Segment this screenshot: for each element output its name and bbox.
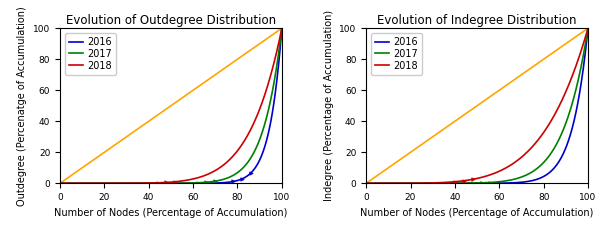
2016 bbox=[56, 182, 64, 185]
2017 bbox=[56, 182, 64, 185]
2016 bbox=[229, 180, 236, 183]
2017 bbox=[233, 172, 241, 174]
2016 bbox=[460, 182, 467, 185]
2018 bbox=[229, 155, 236, 157]
2018 bbox=[56, 182, 64, 185]
2018 bbox=[385, 182, 392, 185]
2018 bbox=[362, 182, 370, 185]
Line: 2016: 2016 bbox=[60, 28, 282, 183]
2017 bbox=[385, 182, 392, 185]
Line: 2018: 2018 bbox=[366, 28, 588, 183]
2017 bbox=[146, 182, 154, 185]
Line: 2016: 2016 bbox=[366, 28, 588, 183]
2017 bbox=[362, 182, 370, 185]
2018 bbox=[209, 171, 216, 173]
X-axis label: Number of Nodes (Percentage of Accumulation): Number of Nodes (Percentage of Accumulat… bbox=[361, 208, 594, 218]
2018 bbox=[584, 27, 592, 30]
2017 bbox=[539, 162, 547, 164]
2017 bbox=[278, 27, 286, 30]
2018 bbox=[233, 150, 241, 153]
2016 bbox=[536, 177, 543, 180]
Line: 2018: 2018 bbox=[60, 28, 282, 183]
Y-axis label: Indegree (Percentage of Accumulation): Indegree (Percentage of Accumulation) bbox=[323, 10, 334, 201]
2018 bbox=[515, 158, 522, 161]
Legend: 2016, 2017, 2018: 2016, 2017, 2018 bbox=[371, 33, 422, 75]
2018 bbox=[536, 137, 543, 140]
Legend: 2016, 2017, 2018: 2016, 2017, 2018 bbox=[65, 33, 116, 75]
2016 bbox=[362, 182, 370, 185]
2016 bbox=[79, 182, 86, 185]
Y-axis label: Outdegree (Percenatge of Accumulation): Outdegree (Percenatge of Accumulation) bbox=[17, 6, 28, 206]
X-axis label: Number of Nodes (Percentage of Accumulation): Number of Nodes (Percentage of Accumulat… bbox=[54, 208, 287, 218]
2016 bbox=[146, 182, 154, 185]
2018 bbox=[79, 182, 86, 185]
2018 bbox=[146, 182, 154, 184]
2017 bbox=[536, 165, 543, 168]
2017 bbox=[79, 182, 86, 185]
2018 bbox=[278, 27, 286, 30]
Title: Evolution of Indegree Distribution: Evolution of Indegree Distribution bbox=[377, 14, 577, 27]
2016 bbox=[539, 175, 547, 178]
2018 bbox=[154, 181, 161, 184]
Line: 2017: 2017 bbox=[366, 28, 588, 183]
Title: Evolution of Outdegree Distribution: Evolution of Outdegree Distribution bbox=[66, 14, 276, 27]
2016 bbox=[209, 182, 216, 184]
2016 bbox=[584, 27, 592, 30]
2017 bbox=[452, 182, 460, 185]
2017 bbox=[229, 174, 236, 177]
2017 bbox=[154, 182, 161, 185]
2018 bbox=[539, 132, 547, 135]
2016 bbox=[452, 182, 460, 185]
2016 bbox=[154, 182, 161, 185]
2017 bbox=[515, 177, 522, 180]
2017 bbox=[584, 27, 592, 30]
2016 bbox=[385, 182, 392, 185]
2017 bbox=[209, 180, 216, 183]
2016 bbox=[233, 179, 241, 182]
2016 bbox=[515, 181, 522, 184]
2018 bbox=[452, 180, 460, 183]
Line: 2017: 2017 bbox=[60, 28, 282, 183]
2017 bbox=[460, 182, 467, 185]
2018 bbox=[460, 179, 467, 182]
2016 bbox=[278, 27, 286, 30]
